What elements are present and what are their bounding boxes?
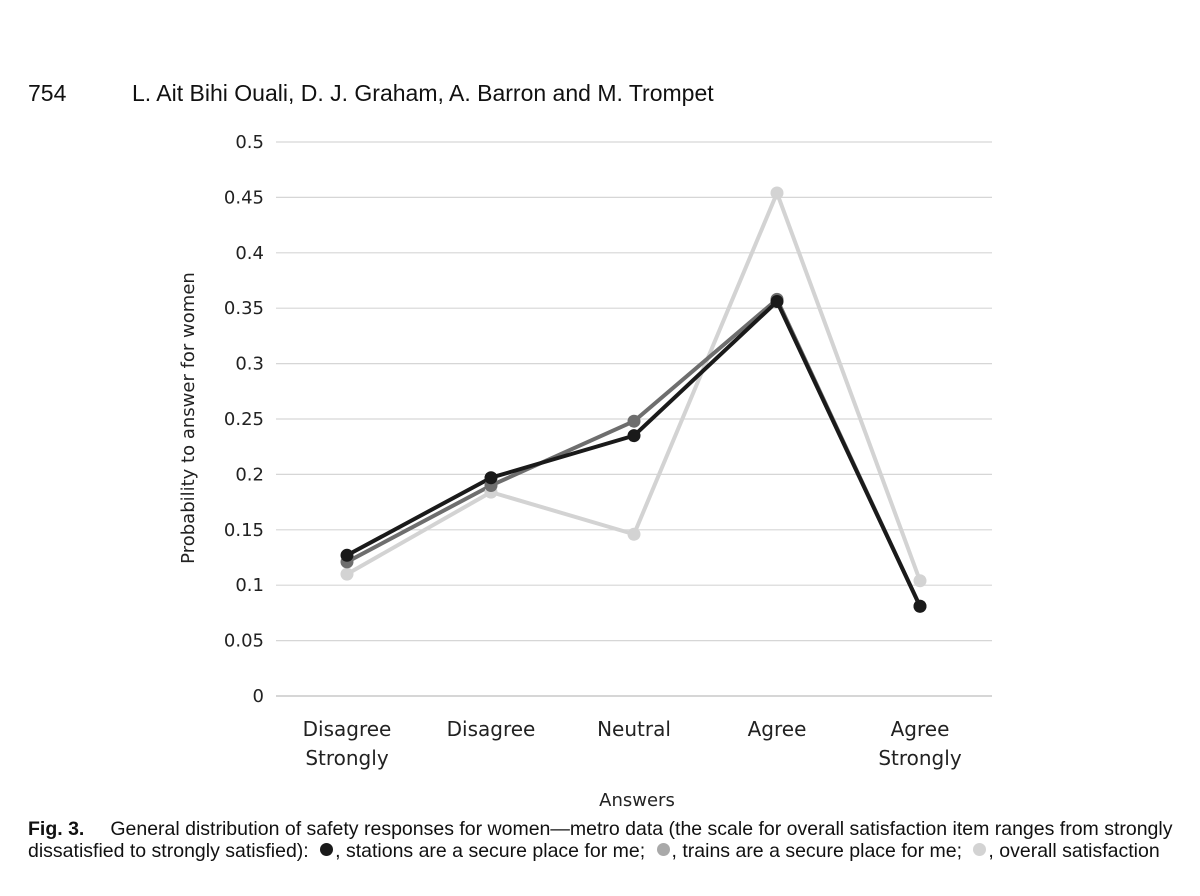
data-point	[913, 599, 927, 613]
series-lines	[346, 190, 922, 608]
x-category-label: Agree	[748, 717, 807, 741]
data-point	[340, 567, 354, 581]
data-point	[770, 186, 784, 200]
y-tick-label: 0.3	[235, 354, 264, 375]
y-tick-label: 0.1	[235, 575, 264, 596]
legend-marker-stations	[320, 843, 334, 856]
x-axis-title: Answers	[599, 790, 675, 810]
y-axis-ticks: 0 0.05 0.1 0.15 0.2 0.25 0.3 0.35 0.4 0.45 0.5	[224, 132, 264, 707]
legend-marker-overall	[973, 843, 987, 856]
data-point	[627, 414, 641, 428]
figure-caption: Fig. 3. General distribution of safety re…	[28, 818, 1178, 862]
data-point	[627, 527, 641, 541]
page-number: 754	[28, 80, 67, 106]
x-axis-categories: Disagree Strongly Disagree Neutral Agree Agre…	[303, 717, 962, 770]
data-point	[770, 295, 784, 309]
data-point	[913, 574, 927, 588]
series-points	[340, 186, 927, 613]
y-tick-label: 0.35	[224, 298, 264, 319]
series-line	[346, 190, 922, 582]
y-tick-label: 0.2	[235, 464, 264, 485]
x-category-label: Strongly	[305, 746, 388, 770]
legend-text-overall: , overall satisfaction	[988, 840, 1160, 862]
y-tick-label: 0.4	[235, 243, 264, 264]
line-chart: 0 0.05 0.1 0.15 0.2 0.25 0.3 0.35 0.4 0.45 0.5 Dis…	[178, 132, 992, 810]
y-tick-label: 0	[253, 686, 264, 707]
legend-text-stations: , stations are a secure place for me;	[335, 840, 646, 862]
authors: L. Ait Bihi Ouali, D. J. Graham, A. Barr…	[132, 80, 714, 106]
y-tick-label: 0.45	[224, 187, 264, 208]
x-category-label: Disagree	[447, 717, 536, 741]
legend-text-trains: , trains are a secure place for me;	[671, 840, 962, 862]
grid-lines	[276, 141, 992, 697]
y-tick-label: 0.15	[224, 520, 264, 541]
x-category-label: Agree	[891, 717, 950, 741]
figure-label: Fig. 3.	[28, 818, 85, 840]
data-point	[340, 548, 354, 562]
y-tick-label: 0.25	[224, 409, 264, 430]
caption-text: General distribution of safety responses…	[28, 818, 1173, 862]
x-category-label: Disagree	[303, 717, 392, 741]
data-point	[484, 471, 498, 485]
y-tick-label: 0.5	[235, 132, 264, 153]
legend-marker-trains	[656, 843, 670, 856]
x-category-label: Strongly	[878, 746, 961, 770]
y-axis-title: Probability to answer for women	[178, 272, 199, 564]
x-category-label: Neutral	[597, 717, 671, 741]
data-point	[627, 429, 641, 443]
y-tick-label: 0.05	[224, 631, 264, 652]
page-header: 754 L. Ait Bihi Ouali, D. J. Graham, A. B…	[28, 80, 714, 107]
